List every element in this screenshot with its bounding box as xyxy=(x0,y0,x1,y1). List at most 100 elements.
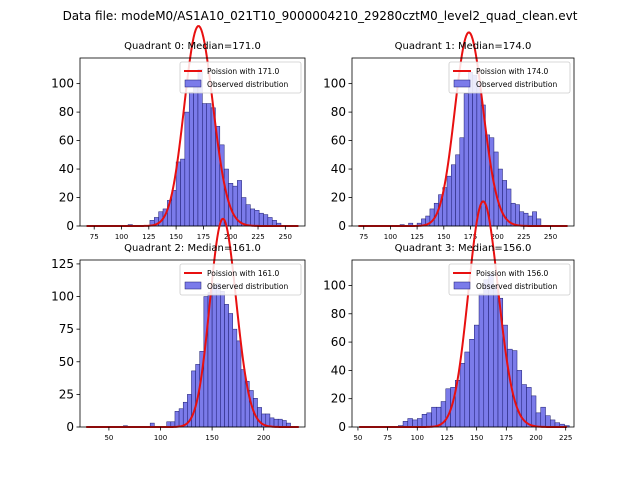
x-tick-label: 100 xyxy=(115,233,128,241)
legend-box xyxy=(448,263,571,296)
x-tick-label: 75 xyxy=(383,434,392,442)
histogram-bar xyxy=(512,350,518,428)
axes-frame xyxy=(351,57,575,227)
y-tick-label: 100 xyxy=(51,290,74,304)
x-tick-label: 150 xyxy=(470,434,483,442)
histogram-bar xyxy=(535,412,542,428)
histogram-bar xyxy=(426,412,432,428)
y-tick-label: 100 xyxy=(323,278,346,292)
y-tick-label: 80 xyxy=(59,105,74,119)
histogram-bar xyxy=(526,387,532,428)
histogram-bar xyxy=(464,351,470,428)
x-tick-label: 200 xyxy=(224,233,237,241)
x-tick-label: 200 xyxy=(490,233,503,241)
y-tick-label: 40 xyxy=(331,363,346,377)
histogram-bar xyxy=(455,154,461,227)
axes-frame xyxy=(79,259,306,428)
histogram-bar xyxy=(516,370,523,428)
legend-box xyxy=(179,263,302,296)
x-tick-label: 125 xyxy=(142,233,155,241)
chart-panel-0: 0 20 40 60 80 100 75 100 125 150 175 200 225 250 Quadr… xyxy=(51,25,306,241)
histogram-bar xyxy=(451,164,456,227)
histogram-bar xyxy=(267,217,273,227)
y-tick-label: 80 xyxy=(331,105,346,119)
legend-bar-swatch xyxy=(453,79,471,88)
legend-box xyxy=(179,61,302,94)
histogram-bar xyxy=(531,395,537,428)
x-tick-label: 250 xyxy=(544,233,557,241)
x-tick-label: 50 xyxy=(353,434,362,442)
histogram-bar xyxy=(184,111,190,227)
histogram-bar xyxy=(523,212,529,227)
legend-observed-label: Observed distribution xyxy=(207,80,288,89)
histogram-bar xyxy=(532,211,537,227)
panel-title: Quadrant 1: Median=174.0 xyxy=(395,41,532,52)
y-tick-label: 0 xyxy=(66,219,74,233)
histogram-bar xyxy=(459,363,466,428)
x-tick-label: 200 xyxy=(529,434,542,442)
panel-title: Quadrant 2: Median=161.0 xyxy=(124,243,261,254)
y-tick-label: 60 xyxy=(331,134,346,148)
y-tick-label: 20 xyxy=(59,191,74,205)
histogram-bar xyxy=(472,74,478,227)
x-tick-label: 250 xyxy=(279,233,292,241)
panel-title: Quadrant 3: Median=156.0 xyxy=(395,243,532,254)
x-tick-label: 175 xyxy=(500,434,513,442)
axes-frame xyxy=(79,57,306,227)
axes-frame xyxy=(351,259,575,428)
y-tick-label: 50 xyxy=(59,355,74,369)
histogram-bar xyxy=(469,339,475,428)
histogram-bar xyxy=(515,204,520,227)
histogram-bar xyxy=(241,197,247,227)
y-tick-label: 100 xyxy=(323,77,346,91)
x-tick-label: 150 xyxy=(205,434,218,442)
y-tick-label: 40 xyxy=(331,162,346,176)
y-tick-label: 80 xyxy=(331,307,346,321)
histogram-bar xyxy=(250,208,256,227)
x-tick-label: 225 xyxy=(559,434,572,442)
histogram-bar xyxy=(536,218,542,227)
x-tick-label: 150 xyxy=(169,233,182,241)
histogram-bar xyxy=(277,418,283,428)
x-tick-label: 175 xyxy=(464,233,477,241)
histogram-bar xyxy=(203,296,209,428)
x-tick-label: 50 xyxy=(104,434,113,442)
legend-bar-swatch xyxy=(184,281,202,290)
x-tick-label: 75 xyxy=(90,233,99,241)
histogram-bar xyxy=(188,91,194,227)
histogram-bar xyxy=(488,273,494,428)
y-tick-label: 25 xyxy=(59,387,74,401)
x-tick-label: 125 xyxy=(410,233,423,241)
chart-panel-3: 0 20 40 60 80 100 50 75 100 125 150 175 200 225 Quadra… xyxy=(323,200,575,442)
y-tick-label: 75 xyxy=(59,322,74,336)
histogram-bar xyxy=(421,414,428,428)
histogram-bar xyxy=(228,313,233,428)
x-tick-label: 200 xyxy=(257,434,270,442)
histogram-bar xyxy=(431,406,437,428)
histogram-bar xyxy=(497,168,503,227)
histogram-bar xyxy=(220,291,225,428)
histogram-bar xyxy=(446,175,452,227)
legend-poisson-label: Poission with 161.0 xyxy=(207,269,280,278)
histogram-bar xyxy=(483,279,489,428)
histogram-bar xyxy=(474,324,480,428)
histogram-bar xyxy=(519,211,525,227)
histogram-bar xyxy=(202,103,207,227)
histogram-bar xyxy=(407,418,413,428)
chart-panel-2: 0 25 50 75 100 125 50 100 150 200 Quadrant 2: Medi… xyxy=(51,217,306,442)
histogram-bar xyxy=(545,415,551,428)
histogram-bar xyxy=(445,388,451,428)
histogram-bar xyxy=(180,158,186,227)
x-tick-label: 75 xyxy=(359,233,368,241)
histogram-bar xyxy=(478,293,485,428)
y-tick-label: 0 xyxy=(338,219,346,233)
histogram-bar xyxy=(412,419,418,428)
legend-observed-label: Observed distribution xyxy=(476,282,557,291)
y-tick-label: 40 xyxy=(59,162,74,176)
histogram-bar xyxy=(417,418,423,428)
panel-title: Quadrant 0: Median=171.0 xyxy=(124,41,261,52)
histogram-bar xyxy=(493,285,499,428)
x-tick-label: 175 xyxy=(197,233,210,241)
y-tick-label: 0 xyxy=(66,420,74,434)
chart-panel-1: 0 20 40 60 80 100 75 100 125 150 175 200 225 250 Quadr… xyxy=(323,31,575,241)
